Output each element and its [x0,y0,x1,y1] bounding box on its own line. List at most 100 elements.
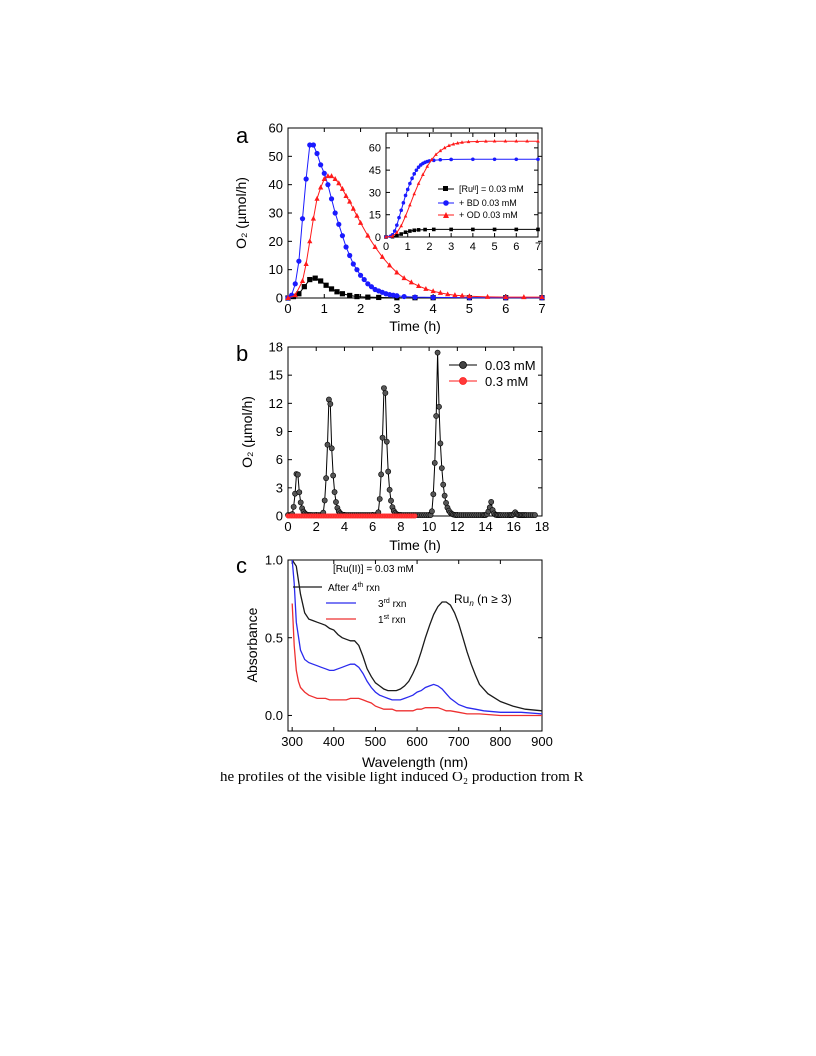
annotation-ru: Ru [454,592,469,606]
panel-b-data-point-003 [441,492,448,499]
panel-a-inset-point [438,148,443,153]
panel-a-data-point [296,258,302,264]
panel-a-inset-point [429,157,434,162]
panel-a-inset-point [492,157,497,162]
panel-a-inset-point [536,157,540,162]
panel-b-xtick-label: 10 [422,519,436,534]
panel-b-legend: 0.03 mM 0.3 mM [449,358,536,389]
panel-c: c 300 400 500 600 700 800 900 0.0 0.5 1.0 [Ru(II)… [236,553,553,770]
annotation-sub: n [469,599,474,608]
panel-b-data-point-003 [327,401,334,407]
legend-label-od: + OD 0.03 mM [459,210,518,220]
panel-c-spectrum-line [291,559,543,712]
panel-b-data-point-003 [379,434,386,441]
legend-marker-003 [459,361,467,369]
panel-a-ytick-label: 30 [269,206,283,221]
panel-a-data-point [459,292,465,298]
panel-a-inset-point [514,139,519,143]
panel-a-inset-point [442,145,447,150]
legend-label-003: 0.03 mM [485,358,536,373]
panel-b-data-point-003 [383,438,390,445]
panel-a-data-point [339,233,346,239]
panel-a-data-point [321,176,327,181]
panel-a-data-point [328,173,335,179]
panel-a-data-point [312,275,318,281]
panel-b-data-point-003 [382,390,389,396]
panel-a-inset-point [403,193,408,198]
panel-a-xtick-label: 6 [502,301,509,316]
panel-b-data-point-003 [430,491,437,498]
panel-b-xtick-label: 8 [397,519,404,534]
panel-a-data-point [336,180,342,186]
panel-a-inset-xtick-label: 0 [383,241,389,253]
panel-a-data-point [368,284,375,290]
panel-b-data-point-003 [297,499,304,506]
panel-b-data-point-003 [385,468,392,475]
panel-a-data-point [318,162,324,168]
legend-label-3rd: 3rd rxn [378,598,406,610]
panel-b-ytick-label: 0 [276,509,283,524]
panel-b-data-point-003 [324,441,331,448]
panel-a-data-point [301,284,307,290]
panel-c-spectrum-line [291,603,542,717]
panel-a-data-point [343,193,349,198]
legend-label-1st-pre: 1 [378,615,384,626]
panel-a-inset-point [525,139,529,143]
panel-b-data [285,349,538,519]
panel-a-data-point [387,262,393,268]
panel-a-data-point [379,253,385,259]
panel-a-data [285,142,545,301]
panel-a-data-point [445,291,451,297]
panel-a-inset-line [385,140,538,238]
legend-label-3rd-sup: rd [384,598,390,605]
panel-b: b 0 2 4 6 8 10 12 14 16 18 0 3 6 9 12 15 18 0.03 mM 0.3 … [236,340,549,553]
panel-a-data-point [423,285,429,291]
panel-a-data-point [365,294,371,300]
panel-label-b: b [236,341,248,366]
panel-a-inset-point [403,214,408,218]
panel-a-data-point [437,289,443,295]
panel-b-data-point-003 [330,472,337,479]
panel-b-data-point-03 [412,513,418,519]
panel-a-data-point [347,198,353,204]
panel-a-data-point [310,142,316,148]
panel-a-inset-point [408,229,412,233]
panel-a-inset-xtick-label: 6 [513,241,519,253]
panel-a-inset-point [503,139,508,143]
panel-a-xtick-label: 5 [466,301,473,316]
panel-a-data-point [310,215,316,221]
panel-a-data-point [318,184,324,190]
panel-c-xtick-label: 400 [323,734,345,749]
panel-a-inset-point [399,208,404,213]
panel-a-inset-point [399,223,403,228]
panel-a-data-point [394,293,400,299]
panel-b-xtick-label: 18 [535,519,549,534]
panel-a-inset-point [492,139,497,143]
panel-a-inset-xtick-label: 4 [470,241,476,253]
panel-b-ytick-label: 12 [269,396,283,411]
panel-a-inset-ytick-label: 30 [369,187,381,199]
panel-a-inset-point [431,158,436,163]
panel-a-inset-point [460,140,464,144]
panel-b-data-point-003 [378,471,385,478]
panel-a-data-point [321,170,327,176]
panel-a-inset-point [416,228,421,232]
panel-c-xtick-label: 800 [490,734,512,749]
panel-b-ytick-label: 15 [269,368,283,383]
panel-a-inset-frame [385,132,539,238]
panel-b-ytick-label: 3 [276,480,283,495]
panel-a-data-point [503,294,509,300]
legend-marker-03 [459,377,467,385]
legend-label-4th-sup: th [357,582,363,589]
panel-c-xtick-label: 900 [531,734,553,749]
panel-c-spectrum-line [291,559,543,715]
panel-a-inset-point [421,172,425,176]
panel-a-inset-legend: [Ruᴵᴵ] = 0.03 mM + BD 0.03 mM + OD 0.03 … [438,184,524,220]
legend-label-4th: After 4th rxn [328,582,380,594]
panel-a-inset-point [412,228,417,233]
panel-a-inset-ytick-label: 15 [369,210,381,222]
panel-a-data-point [343,244,349,250]
